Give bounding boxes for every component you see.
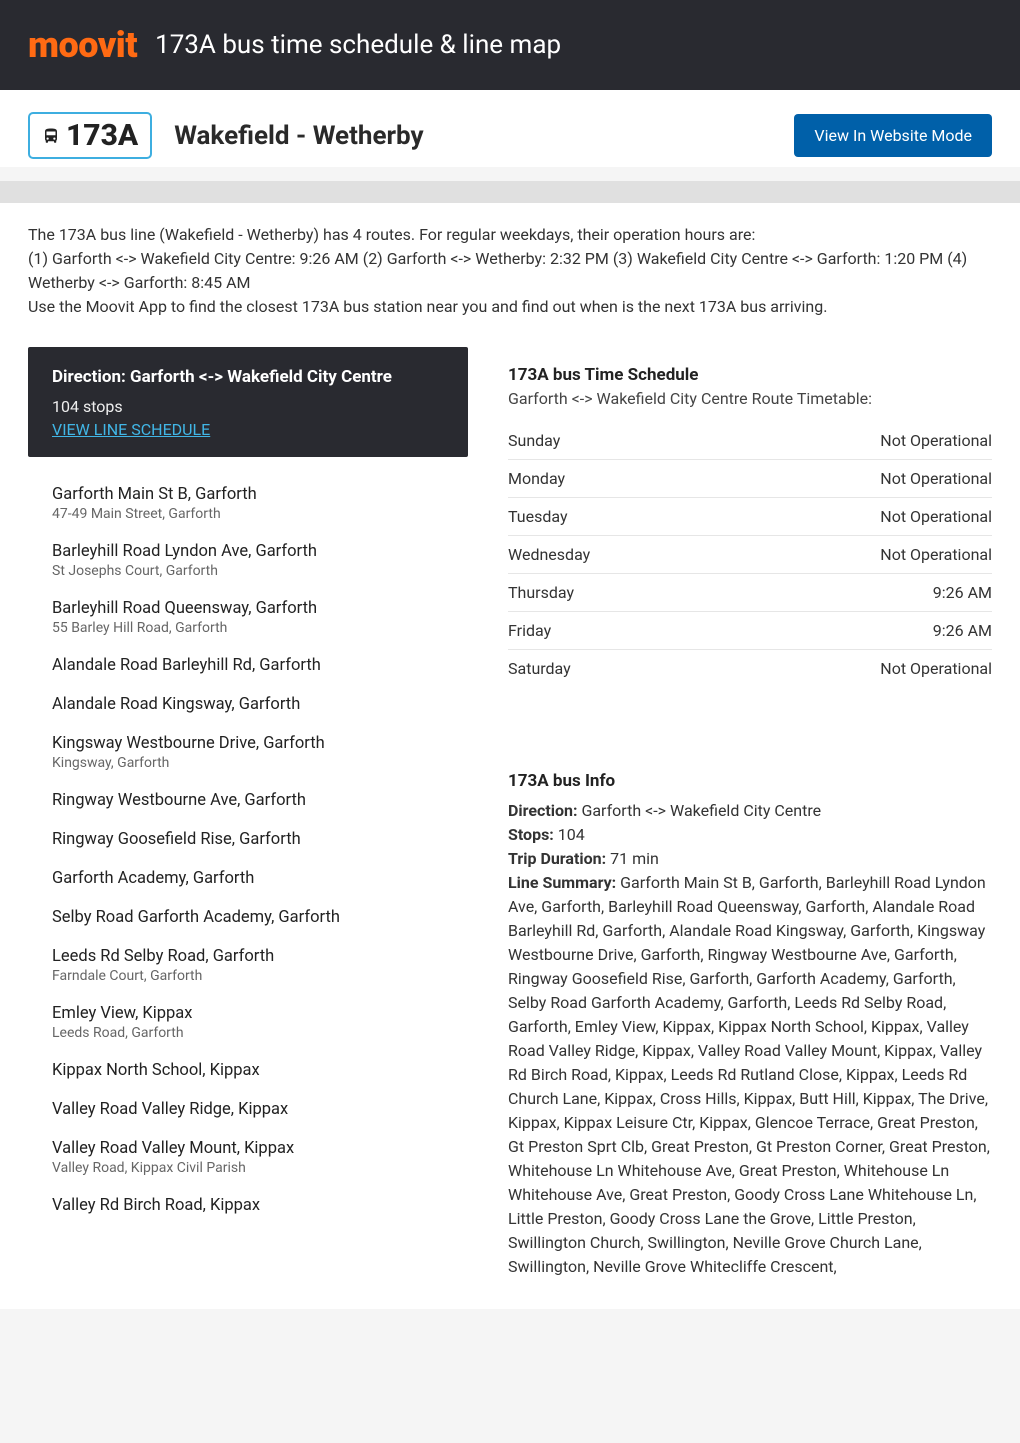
schedule-day: Wednesday: [508, 545, 590, 564]
schedule-time: 9:26 AM: [933, 621, 992, 640]
page-title: 173A bus time schedule & line map: [155, 30, 561, 60]
schedule-time: Not Operational: [880, 507, 992, 526]
stop-item: Leeds Rd Selby Road, Garforth Farndale Co…: [52, 947, 444, 984]
stop-item: Ringway Westbourne Ave, Garforth: [52, 791, 444, 810]
stop-address: Farndale Court, Garforth: [52, 968, 444, 984]
stop-name: Kingsway Westbourne Drive, Garforth: [52, 734, 444, 753]
info-stops-val: 104: [554, 825, 585, 844]
stop-item: Garforth Main St B, Garforth 47-49 Main S…: [52, 485, 444, 522]
schedule-day: Saturday: [508, 659, 571, 678]
stop-name: Alandale Road Barleyhill Rd, Garforth: [52, 656, 444, 675]
direction-box: Direction: Garforth <-> Wakefield City C…: [28, 347, 468, 457]
stop-name: Valley Road Valley Ridge, Kippax: [52, 1100, 444, 1119]
stop-item: Garforth Academy, Garforth: [52, 869, 444, 888]
info-direction: Direction: Garforth <-> Wakefield City C…: [508, 799, 992, 823]
stop-name: Barleyhill Road Queensway, Garforth: [52, 599, 444, 618]
stop-name: Ringway Goosefield Rise, Garforth: [52, 830, 444, 849]
info-duration: Trip Duration: 71 min: [508, 847, 992, 871]
schedule-day: Monday: [508, 469, 565, 488]
stop-item: Barleyhill Road Queensway, Garforth 55 Ba…: [52, 599, 444, 636]
logo: moovit: [28, 24, 137, 66]
info-direction-label: Direction:: [508, 801, 577, 820]
stop-name: Valley Road Valley Mount, Kippax: [52, 1139, 444, 1158]
stop-name: Kippax North School, Kippax: [52, 1061, 444, 1080]
schedule-row: Sunday Not Operational: [508, 422, 992, 460]
stop-address: 47-49 Main Street, Garforth: [52, 506, 444, 522]
stop-address: 55 Barley Hill Road, Garforth: [52, 620, 444, 636]
stop-item: Valley Road Valley Mount, Kippax Valley R…: [52, 1139, 444, 1176]
stop-item: Ringway Goosefield Rise, Garforth: [52, 830, 444, 849]
info-title: 173A bus Info: [508, 771, 992, 791]
title-left: 173A Wakefield - Wetherby: [28, 112, 424, 159]
stop-item: Valley Rd Birch Road, Kippax: [52, 1196, 444, 1215]
schedule-day: Thursday: [508, 583, 574, 602]
stop-item: Alandale Road Barleyhill Rd, Garforth: [52, 656, 444, 675]
info-stops-label: Stops:: [508, 825, 554, 844]
right-column: 173A bus Time Schedule Garforth <-> Wake…: [508, 347, 992, 1279]
stop-name: Garforth Academy, Garforth: [52, 869, 444, 888]
intro-text: The 173A bus line (Wakefield - Wetherby)…: [0, 203, 1020, 347]
info-summary: Line Summary: Garforth Main St B, Garfor…: [508, 871, 992, 1279]
stop-item: Valley Road Valley Ridge, Kippax: [52, 1100, 444, 1119]
header-bar: moovit 173A bus time schedule & line map: [0, 0, 1020, 90]
schedule-row: Saturday Not Operational: [508, 650, 992, 687]
stop-address: Leeds Road, Garforth: [52, 1025, 444, 1041]
schedule-time: 9:26 AM: [933, 583, 992, 602]
info-summary-label: Line Summary:: [508, 873, 616, 892]
website-mode-button[interactable]: View In Website Mode: [794, 114, 992, 157]
stop-address: St Josephs Court, Garforth: [52, 563, 444, 579]
schedule-subtitle: Garforth <-> Wakefield City Centre Route…: [508, 389, 992, 408]
schedule-time: Not Operational: [880, 659, 992, 678]
stop-name: Garforth Main St B, Garforth: [52, 485, 444, 504]
info-stops: Stops: 104: [508, 823, 992, 847]
stop-name: Valley Rd Birch Road, Kippax: [52, 1196, 444, 1215]
stop-name: Selby Road Garforth Academy, Garforth: [52, 908, 444, 927]
line-badge: 173A: [28, 112, 152, 159]
stops-list: Garforth Main St B, Garforth 47-49 Main S…: [28, 457, 468, 1215]
stop-item: Barleyhill Road Lyndon Ave, Garforth St J…: [52, 542, 444, 579]
schedule-row: Wednesday Not Operational: [508, 536, 992, 574]
info-summary-val: Garforth Main St B, Garforth, Barleyhill…: [508, 873, 990, 1276]
left-column: Direction: Garforth <-> Wakefield City C…: [28, 347, 468, 1235]
schedule-time: Not Operational: [880, 431, 992, 450]
schedule-time: Not Operational: [880, 469, 992, 488]
stop-item: Kippax North School, Kippax: [52, 1061, 444, 1080]
schedule-day: Sunday: [508, 431, 560, 450]
stop-name: Leeds Rd Selby Road, Garforth: [52, 947, 444, 966]
schedule-day: Tuesday: [508, 507, 568, 526]
title-row: 173A Wakefield - Wetherby View In Websit…: [0, 90, 1020, 167]
bus-icon: [42, 127, 60, 145]
schedule-card: 173A bus Time Schedule Garforth <-> Wake…: [508, 347, 992, 701]
stop-address: Valley Road, Kippax Civil Parish: [52, 1160, 444, 1176]
line-number: 173A: [66, 118, 138, 153]
stop-name: Ringway Westbourne Ave, Garforth: [52, 791, 444, 810]
schedule-row: Tuesday Not Operational: [508, 498, 992, 536]
info-duration-label: Trip Duration:: [508, 849, 606, 868]
info-duration-val: 71 min: [606, 849, 659, 868]
schedule-row: Friday 9:26 AM: [508, 612, 992, 650]
stops-count: 104 stops: [52, 397, 444, 416]
stop-item: Kingsway Westbourne Drive, Garforth Kings…: [52, 734, 444, 771]
stop-item: Selby Road Garforth Academy, Garforth: [52, 908, 444, 927]
schedule-row: Monday Not Operational: [508, 460, 992, 498]
route-name: Wakefield - Wetherby: [174, 121, 423, 151]
stop-name: Alandale Road Kingsway, Garforth: [52, 695, 444, 714]
view-line-schedule-link[interactable]: VIEW LINE SCHEDULE: [52, 420, 210, 439]
stop-name: Barleyhill Road Lyndon Ave, Garforth: [52, 542, 444, 561]
schedule-time: Not Operational: [880, 545, 992, 564]
stop-address: Kingsway, Garforth: [52, 755, 444, 771]
schedule-table: Sunday Not Operational Monday Not Operation…: [508, 422, 992, 687]
content-area: Direction: Garforth <-> Wakefield City C…: [0, 347, 1020, 1309]
divider-strip: [0, 181, 1020, 203]
schedule-row: Thursday 9:26 AM: [508, 574, 992, 612]
direction-title: Direction: Garforth <-> Wakefield City C…: [52, 367, 444, 387]
stop-name: Emley View, Kippax: [52, 1004, 444, 1023]
info-card: 173A bus Info Direction: Garforth <-> Wa…: [508, 771, 992, 1279]
schedule-day: Friday: [508, 621, 551, 640]
info-direction-val: Garforth <-> Wakefield City Centre: [577, 801, 821, 820]
stop-item: Alandale Road Kingsway, Garforth: [52, 695, 444, 714]
schedule-title: 173A bus Time Schedule: [508, 365, 992, 385]
stop-item: Emley View, Kippax Leeds Road, Garforth: [52, 1004, 444, 1041]
